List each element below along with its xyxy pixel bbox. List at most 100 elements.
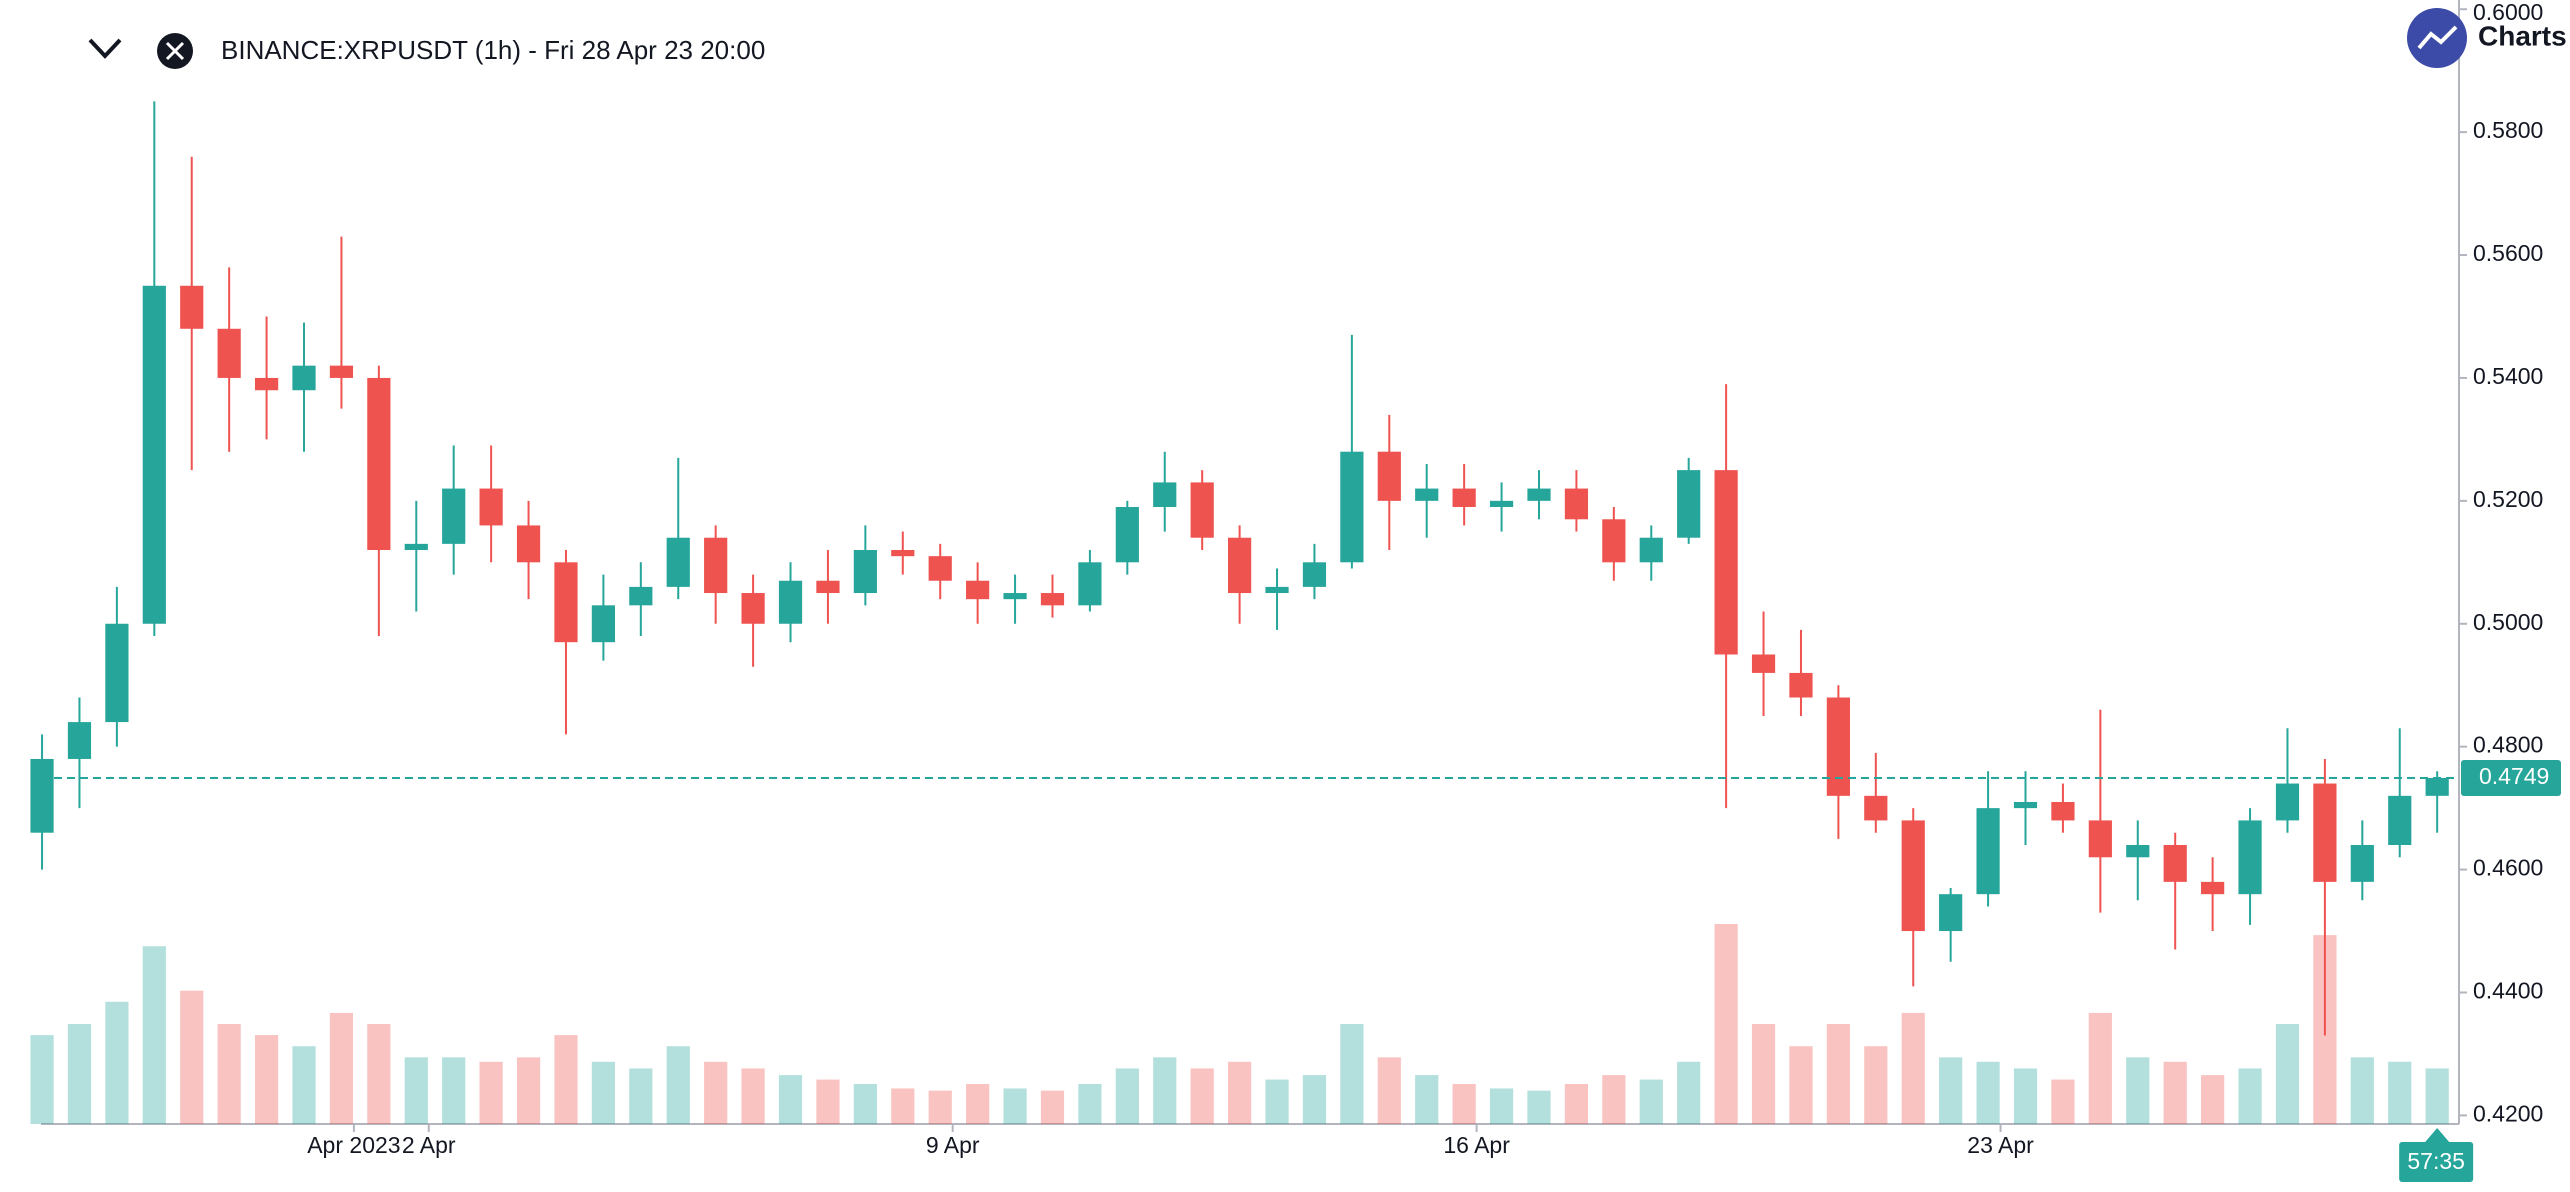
- volume-bar: [1340, 1024, 1364, 1124]
- candle-body: [1452, 488, 1476, 507]
- y-tick-label: 0.6000: [2473, 0, 2543, 25]
- candle-body: [1228, 537, 1252, 594]
- candle-body: [367, 377, 391, 551]
- candle-body: [704, 537, 728, 594]
- volume-bar: [516, 1057, 541, 1124]
- logo-text[interactable]: Charts: [2478, 20, 2567, 51]
- volume-bar: [591, 1061, 615, 1124]
- candle-body: [1751, 654, 1776, 673]
- volume-bar: [1602, 1075, 1626, 1124]
- collapse-chevron[interactable]: [88, 38, 122, 59]
- volume-bar: [1976, 1061, 2000, 1124]
- candle-body: [1639, 537, 1663, 563]
- candle-body: [479, 488, 503, 526]
- candle-body: [217, 328, 241, 378]
- candle-body: [928, 556, 952, 581]
- volume-bar: [1228, 1061, 1252, 1124]
- volume-bar: [1078, 1084, 1102, 1124]
- candle-body: [329, 365, 354, 378]
- symbol-icon-glyph: [165, 41, 185, 61]
- y-tick-label: 0.5400: [2473, 363, 2543, 389]
- volume-bar: [778, 1075, 803, 1124]
- y-tick-label: 0.5800: [2473, 117, 2543, 143]
- volume-bar: [254, 1035, 279, 1124]
- y-tick-label: 0.4600: [2473, 855, 2543, 881]
- candle-body: [2088, 820, 2112, 858]
- candle-body: [1415, 488, 1439, 501]
- volume-bar: [1677, 1061, 1701, 1124]
- candle-body: [1040, 593, 1065, 606]
- volume-bar: [2238, 1068, 2262, 1124]
- volume-bar: [142, 946, 166, 1124]
- volume-bar: [928, 1090, 952, 1124]
- volume-bar: [629, 1068, 653, 1124]
- candle-body: [1864, 795, 1888, 821]
- volume-bar: [891, 1088, 915, 1124]
- volume-bar: [816, 1079, 840, 1124]
- volume-bar: [105, 1001, 129, 1124]
- candle-body: [1489, 500, 1514, 507]
- candle-body: [2238, 820, 2262, 895]
- volume-bar: [1415, 1075, 1439, 1124]
- volume-bar: [1302, 1075, 1327, 1124]
- y-tick-label: 0.4400: [2473, 978, 2543, 1004]
- candle-body: [1265, 586, 1289, 594]
- volume-bar: [2201, 1075, 2225, 1124]
- volume-bar: [704, 1061, 728, 1124]
- last-price-label: 0.4749: [2479, 763, 2549, 789]
- volume-bar: [2388, 1061, 2412, 1124]
- candle-body: [1602, 519, 1626, 563]
- volume-bar: [966, 1084, 990, 1124]
- volume-bar: [1527, 1090, 1551, 1124]
- candle-body: [1714, 470, 1738, 655]
- volume-bar: [1489, 1088, 1514, 1124]
- volume-bar: [67, 1024, 92, 1124]
- y-tick-label: 0.4200: [2473, 1100, 2543, 1126]
- candle-body: [2013, 801, 2038, 809]
- volume-bar: [2275, 1024, 2300, 1124]
- y-tick-label: 0.5600: [2473, 240, 2543, 266]
- candle-body: [1115, 506, 1139, 563]
- candle-body: [404, 543, 428, 551]
- candle-body: [2425, 778, 2449, 796]
- volume-bar: [404, 1057, 428, 1124]
- volume-bar: [1153, 1057, 1177, 1124]
- candle-body: [1564, 488, 1589, 520]
- candle-body: [1976, 808, 2000, 895]
- chart-title: BINANCE:XRPUSDT (1h) - Fri 28 Apr 23 20:…: [221, 35, 765, 65]
- candle-body: [442, 488, 466, 544]
- volume-bar: [1452, 1084, 1476, 1124]
- x-tick-label: 2 Apr: [402, 1132, 456, 1158]
- y-tick-label: 0.5200: [2473, 486, 2543, 512]
- volume-bar: [329, 1012, 354, 1124]
- volume-bar: [1864, 1046, 1888, 1124]
- volume-bar: [292, 1046, 316, 1124]
- candle-body: [254, 377, 279, 391]
- volume-bar: [1564, 1084, 1589, 1124]
- candle-body: [1826, 697, 1850, 796]
- candle-body: [2275, 783, 2300, 821]
- candle-body: [2126, 844, 2150, 858]
- y-tick-label: 0.5000: [2473, 609, 2543, 635]
- candle-body: [1003, 593, 1027, 600]
- plot: [30, 101, 2449, 1124]
- candle-body: [516, 525, 541, 563]
- candle-body: [816, 580, 840, 594]
- volume-bar: [2013, 1068, 2038, 1124]
- countdown-label: 57:35: [2407, 1148, 2465, 1174]
- volume-bar: [2425, 1068, 2449, 1124]
- volume-bar: [1939, 1057, 1963, 1124]
- x-tick-label: 16 Apr: [1443, 1132, 1510, 1158]
- volume-bar: [217, 1024, 241, 1124]
- x-tick-label: Apr 2023: [307, 1132, 400, 1158]
- candle-body: [180, 285, 204, 329]
- candle-body: [853, 550, 877, 594]
- volume-bar: [554, 1035, 578, 1124]
- volume-bar: [1115, 1068, 1139, 1124]
- volume-bar: [2163, 1061, 2187, 1124]
- candle-body: [105, 623, 129, 723]
- candle-body: [292, 365, 316, 391]
- y-tick-label: 0.4800: [2473, 732, 2543, 758]
